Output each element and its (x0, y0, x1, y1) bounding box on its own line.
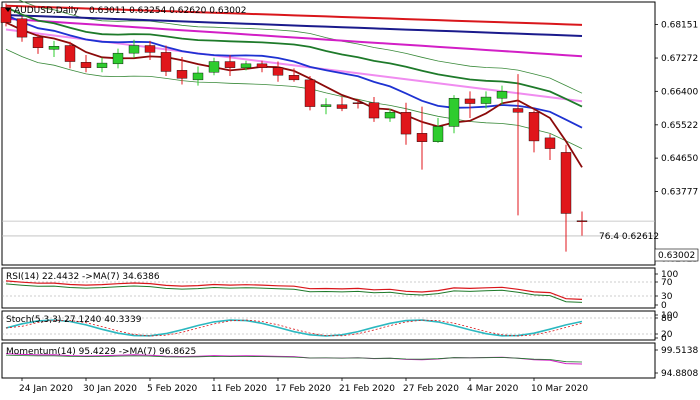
panel-tick-label: 20 (661, 330, 673, 340)
price-tick-label: 0.63777 (661, 187, 698, 197)
candle-body (368, 102, 380, 119)
candle-body (416, 133, 428, 142)
candle-body (544, 137, 556, 149)
time-tick-label: 4 Mar 2020 (467, 384, 519, 394)
ma-green-line (5, 6, 583, 108)
candle-body (112, 52, 124, 65)
panel-tick-label: 80 (661, 314, 673, 324)
current-price-label: 0.63002 (658, 251, 695, 261)
candle-body (352, 102, 364, 104)
time-axis: 24 Jan 2020 30 Jan 2020 5 Feb 2020 11 Feb 2… (19, 378, 588, 394)
current-price-box (654, 248, 699, 262)
time-tick-label: 10 Mar 2020 (531, 384, 588, 394)
candle-body (48, 46, 60, 50)
momentum-ma-line (5, 354, 583, 363)
panel-tick-label: 99.5138 (661, 346, 698, 356)
price-tick-label: 0.66400 (661, 87, 698, 97)
time-tick-label: 5 Feb 2020 (147, 384, 198, 394)
ma-magenta-line (5, 17, 583, 58)
candle-body (512, 108, 524, 113)
stoch-label: Stoch(5,3,3) 27.1240 40.3339 (6, 315, 142, 325)
candle-body (240, 63, 252, 68)
fib-level-label: 76.4 0.62612 (599, 232, 659, 242)
stoch-d-line (5, 319, 583, 337)
candle-body (304, 79, 316, 107)
panel-tick-label: 94.8808 (661, 369, 698, 379)
panel-tick-label: 70 (661, 278, 673, 288)
panel-tick-label: 0 (661, 301, 667, 311)
moving-averages (5, 4, 583, 168)
time-tick-label: 17 Feb 2020 (275, 384, 331, 394)
candle-body (400, 112, 412, 135)
candle-body (144, 45, 156, 53)
panel-tick-label: 0 (661, 334, 667, 344)
panel-tick-label: 30 (661, 292, 673, 302)
time-tick-label: 11 Feb 2020 (211, 384, 267, 394)
stoch-panel (1, 310, 656, 341)
candle-body (272, 67, 284, 76)
symbol-triangle-icon (5, 8, 11, 12)
candle-body (128, 45, 140, 54)
momentum-label: Momentum(14) 95.4229 ->MA(7) 96.8625 (6, 347, 196, 357)
candle-body (32, 36, 44, 49)
ma-navy-line (5, 14, 583, 37)
price-tick-label: 0.67272 (661, 54, 698, 64)
candle-body (576, 220, 588, 222)
candle-body (0, 7, 12, 23)
candle-body (80, 62, 92, 68)
candle-body (224, 61, 236, 68)
candle-body (208, 61, 220, 73)
time-tick-label: 27 Feb 2020 (403, 384, 459, 394)
price-tick-label: 0.68151 (661, 20, 698, 30)
candle-body (464, 98, 476, 104)
panel-tick-label: 100 (661, 270, 678, 280)
candle-body (336, 104, 348, 109)
candle-body (288, 75, 300, 81)
candle-body (16, 18, 28, 38)
candle-body (256, 63, 268, 68)
candle-body (64, 45, 76, 62)
candle-body (496, 91, 508, 99)
stoch-k-line (5, 319, 583, 337)
ma-red-line (5, 4, 583, 26)
time-tick-label: 21 Feb 2020 (339, 384, 395, 394)
time-tick-label: 30 Jan 2020 (83, 384, 137, 394)
fib-layer (2, 220, 655, 237)
candle-body (528, 112, 540, 142)
candles (0, 3, 588, 252)
symbol-title: AUDUSD,Daily (14, 6, 79, 16)
price-tick-label: 0.64650 (661, 154, 698, 164)
rsi-line (5, 280, 583, 300)
candle-body (480, 96, 492, 104)
rsi-label: RSI(14) 22.4432 ->MA(7) 34.6386 (6, 272, 160, 282)
bollinger-bands (5, 0, 583, 149)
price-tick-label: 0.65522 (661, 121, 698, 131)
panel-tick-label: 100 (661, 311, 678, 321)
candle-body (432, 126, 444, 142)
bollinger-upper (18, 0, 583, 94)
candle-body (560, 152, 572, 214)
candle-body (448, 97, 460, 127)
candle-body (320, 104, 332, 107)
candle-body (192, 72, 204, 81)
bollinger-lower (5, 48, 583, 149)
candle-body (176, 70, 188, 79)
candle-body (96, 62, 108, 68)
rsi-ma-line (5, 283, 583, 303)
candle-body (160, 52, 172, 72)
price-axis: 0.68151 0.67272 0.66400 0.65522 0.64650 0.637… (655, 20, 698, 264)
ohlc-values: 0.63011 0.63254 0.62620 0.63002 (89, 6, 246, 16)
time-tick-label: 24 Jan 2020 (19, 384, 73, 394)
candle-body (384, 112, 396, 119)
